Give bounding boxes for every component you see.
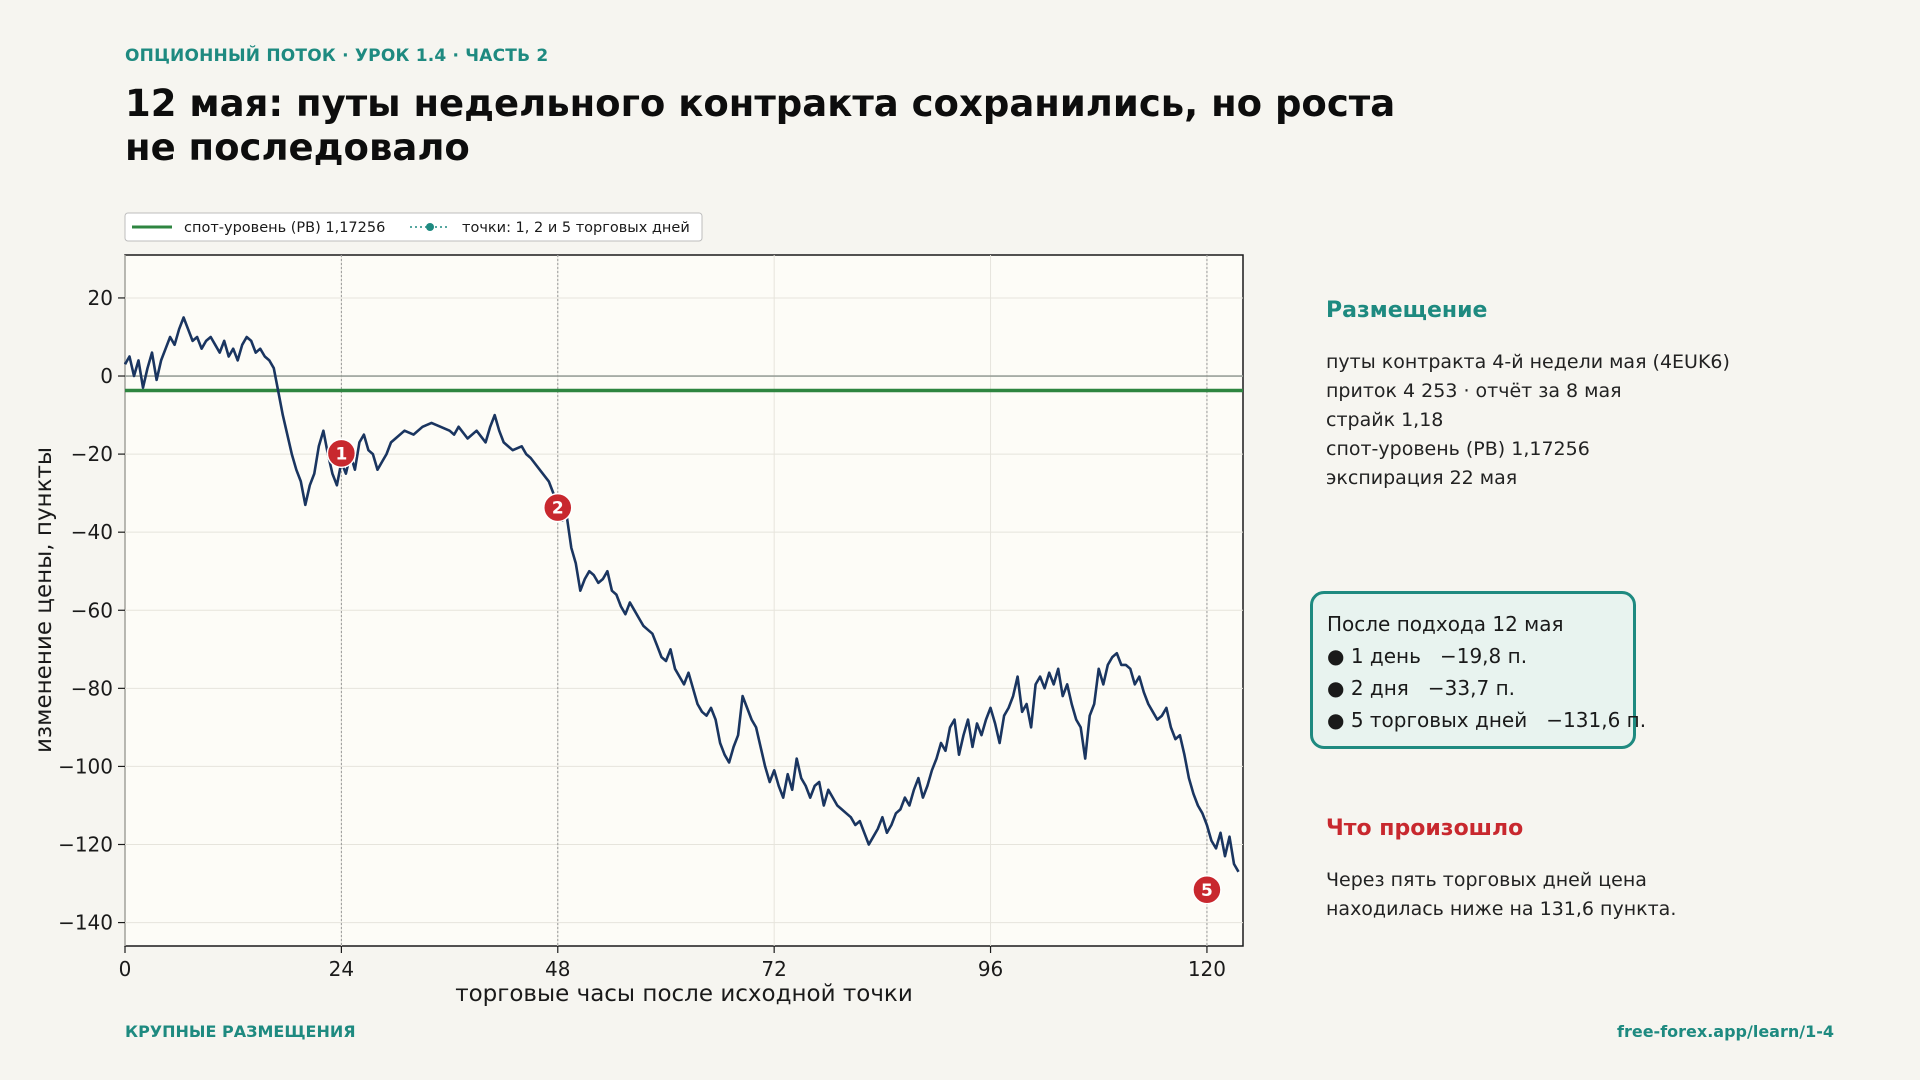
row-value: −131,6 п. xyxy=(1546,708,1647,732)
marker-1-label: 1 xyxy=(335,444,347,464)
x-tick-label: 0 xyxy=(119,957,132,981)
outcome-line: находилась ниже на 131,6 пункта. xyxy=(1326,898,1677,920)
y-tick-label: −40 xyxy=(71,520,113,544)
footer-section-label: КРУПНЫЕ РАЗМЕЩЕНИЯ xyxy=(125,1022,356,1041)
bullet-icon: ● xyxy=(1327,644,1345,668)
x-tick-label: 96 xyxy=(978,957,1003,981)
bullet-icon: ● xyxy=(1327,708,1345,732)
placement-line: спот-уровень (PB) 1,17256 xyxy=(1326,438,1590,460)
marker-2-dot xyxy=(543,492,573,523)
outcome-line: Через пять торговых дней цена xyxy=(1326,869,1647,891)
callout-row: ● 1 день −19,8 п. xyxy=(1327,640,1633,672)
x-tick-label: 48 xyxy=(545,957,570,981)
callout-title: После подхода 12 мая xyxy=(1327,612,1564,636)
callout-row: ● 5 торговых дней −131,6 п. xyxy=(1327,704,1646,736)
outcome-text: Через пять торговых дней цена находилась… xyxy=(1326,866,1676,924)
placement-line: приток 4 253 · отчёт за 8 мая xyxy=(1326,380,1622,402)
y-tick-label: 20 xyxy=(88,286,113,310)
row-label: 5 торговых дней xyxy=(1350,708,1528,732)
legend-points-label: точки: 1, 2 и 5 торговых дней xyxy=(462,220,690,236)
x-tick-label: 120 xyxy=(1188,957,1226,981)
marker-5-label: 5 xyxy=(1201,881,1213,901)
y-tick-label: −20 xyxy=(71,442,113,466)
placement-line: экспирация 22 мая xyxy=(1326,467,1518,489)
placement-heading: Размещение xyxy=(1326,298,1488,323)
chart-legend: спот-уровень (PB) 1,17256 точки: 1, 2 и … xyxy=(124,212,703,242)
marker-1-dot xyxy=(326,438,357,469)
axes: 0 24 48 72 96 120 20 0 −20 −40 −60 −80 −100 −120 −140 xyxy=(58,286,1226,981)
lesson-kicker: ОПЦИОННЫЙ ПОТОК · УРОК 1.4 · ЧАСТЬ 2 xyxy=(125,46,549,66)
event-markers: 1 2 5 xyxy=(326,438,1222,905)
row-value: −33,7 п. xyxy=(1427,676,1516,700)
y-tick-label: −120 xyxy=(58,832,113,856)
callout-row: ● 2 дня −33,7 п. xyxy=(1327,672,1633,704)
plot-area xyxy=(124,254,1244,947)
legend-points-dot xyxy=(426,223,434,231)
y-tick-label: −100 xyxy=(58,754,113,778)
marker-5-dot xyxy=(1192,875,1222,905)
footer-link[interactable]: free-forex.app/learn/1-4 xyxy=(1617,1022,1834,1041)
row-label: 2 дня xyxy=(1350,676,1409,700)
y-tick-label: −80 xyxy=(71,676,113,700)
y-tick-label: 0 xyxy=(100,364,113,388)
x-tick-label: 72 xyxy=(761,957,786,981)
row-value: −19,8 п. xyxy=(1439,644,1528,668)
marker-2-label: 2 xyxy=(552,499,564,519)
bullet-icon: ● xyxy=(1327,676,1345,700)
price-chart: спот-уровень (PB) 1,17256 точки: 1, 2 и … xyxy=(31,212,1244,1007)
legend-spot-label: спот-уровень (PB) 1,17256 xyxy=(184,220,385,236)
x-axis-label: торговые часы после исходной точки xyxy=(455,981,913,1007)
placement-line: путы контракта 4-й недели мая (4EUK6) xyxy=(1326,351,1730,373)
placement-details: путы контракта 4-й недели мая (4EUK6) пр… xyxy=(1326,348,1730,493)
price-series-line xyxy=(123,316,1240,873)
outcome-heading: Что произошло xyxy=(1326,816,1524,841)
y-axis-label: изменение цены, пункты xyxy=(31,447,57,753)
reference-lines xyxy=(125,255,1243,946)
page-title: 12 мая: путы недельного контракта сохран… xyxy=(125,82,1396,169)
placement-line: страйк 1,18 xyxy=(1326,409,1444,431)
y-tick-label: −140 xyxy=(58,911,113,935)
x-tick-label: 24 xyxy=(329,957,354,981)
row-label: 1 день xyxy=(1350,644,1421,668)
after-approach-callout: После подхода 12 мая ● 1 день −19,8 п. ●… xyxy=(1310,591,1646,749)
y-tick-label: −60 xyxy=(71,598,113,622)
